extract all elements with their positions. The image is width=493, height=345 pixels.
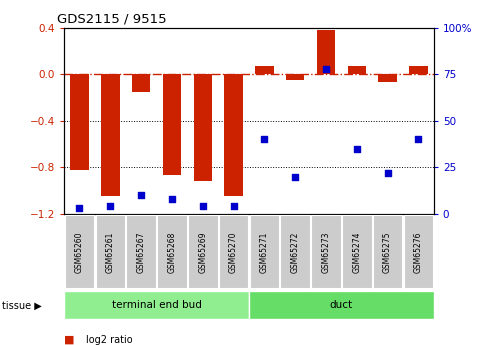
Bar xyxy=(65,215,94,288)
Bar xyxy=(348,66,366,74)
Bar xyxy=(317,30,335,74)
Bar xyxy=(132,74,150,92)
Point xyxy=(230,204,238,209)
Bar xyxy=(378,74,397,82)
Bar xyxy=(188,215,217,288)
Bar xyxy=(70,74,89,170)
Point xyxy=(260,137,268,142)
Point xyxy=(75,206,83,211)
Bar xyxy=(409,66,427,74)
Bar xyxy=(249,291,434,319)
Point xyxy=(291,174,299,179)
Bar xyxy=(224,74,243,196)
Bar xyxy=(342,215,372,288)
Point xyxy=(353,146,361,151)
Point xyxy=(168,196,176,202)
Point xyxy=(137,193,145,198)
Text: log2 ratio: log2 ratio xyxy=(86,335,133,345)
Bar xyxy=(96,215,125,288)
Text: GSM65268: GSM65268 xyxy=(168,231,176,273)
Point xyxy=(384,170,391,176)
Text: GSM65273: GSM65273 xyxy=(321,231,330,273)
Bar xyxy=(249,215,279,288)
Text: duct: duct xyxy=(330,300,353,310)
Bar xyxy=(193,74,212,181)
Bar xyxy=(373,215,402,288)
Bar xyxy=(404,215,433,288)
Text: GSM65276: GSM65276 xyxy=(414,231,423,273)
Text: GDS2115 / 9515: GDS2115 / 9515 xyxy=(57,12,166,25)
Text: tissue ▶: tissue ▶ xyxy=(2,300,42,310)
Text: GSM65267: GSM65267 xyxy=(137,231,145,273)
Text: GSM65275: GSM65275 xyxy=(383,231,392,273)
Text: GSM65271: GSM65271 xyxy=(260,231,269,273)
Point xyxy=(322,66,330,71)
Bar xyxy=(286,74,305,80)
Point xyxy=(106,204,114,209)
Bar xyxy=(219,215,248,288)
Bar xyxy=(101,74,119,196)
Bar xyxy=(281,215,310,288)
Text: ■: ■ xyxy=(64,335,78,345)
Text: GSM65269: GSM65269 xyxy=(198,231,207,273)
Point xyxy=(415,137,423,142)
Bar xyxy=(311,215,341,288)
Text: GSM65261: GSM65261 xyxy=(106,231,115,273)
Bar xyxy=(163,74,181,176)
Text: GSM65274: GSM65274 xyxy=(352,231,361,273)
Text: GSM65260: GSM65260 xyxy=(75,231,84,273)
Bar xyxy=(64,291,249,319)
Text: GSM65272: GSM65272 xyxy=(291,231,300,273)
Bar xyxy=(157,215,187,288)
Text: GSM65270: GSM65270 xyxy=(229,231,238,273)
Text: terminal end bud: terminal end bud xyxy=(111,300,202,310)
Point xyxy=(199,204,207,209)
Bar xyxy=(255,66,274,74)
Bar xyxy=(126,215,156,288)
